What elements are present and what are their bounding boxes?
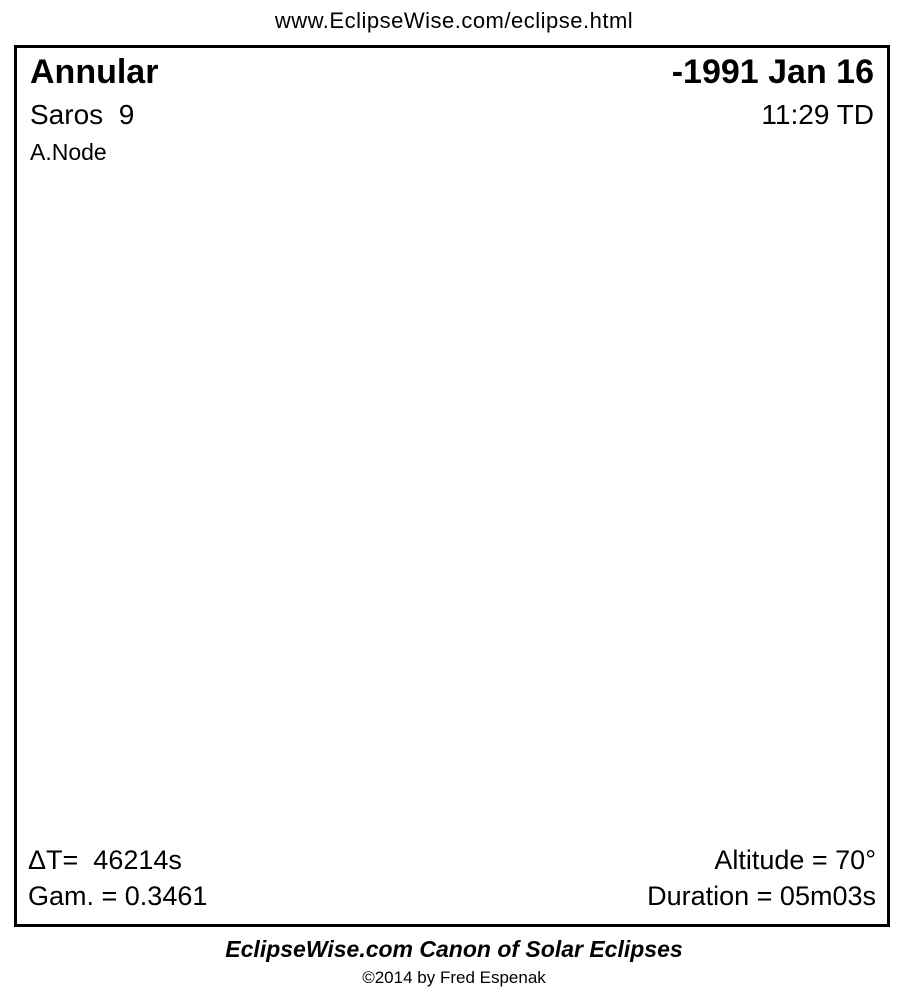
gamma-label: Gam. = 0.3461 <box>28 881 208 911</box>
map-border <box>14 45 890 927</box>
eclipse-type-label: Annular <box>30 53 159 91</box>
delta-t-label: ΔT= 46214s <box>28 845 182 875</box>
altitude-label: Altitude = 70° <box>714 845 876 875</box>
saros-label: Saros 9 <box>30 99 135 130</box>
eclipse-date-label: -1991 Jan 16 <box>671 53 874 91</box>
eclipse-time-label: 11:29 TD <box>761 99 874 130</box>
node-label: A.Node <box>30 139 107 165</box>
duration-label: Duration = 05m03s <box>647 881 876 911</box>
canon-title: EclipseWise.com Canon of Solar Eclipses <box>225 936 683 962</box>
copyright: ©2014 by Fred Espenak <box>362 968 546 987</box>
page-title: www.EclipseWise.com/eclipse.html <box>274 8 634 33</box>
